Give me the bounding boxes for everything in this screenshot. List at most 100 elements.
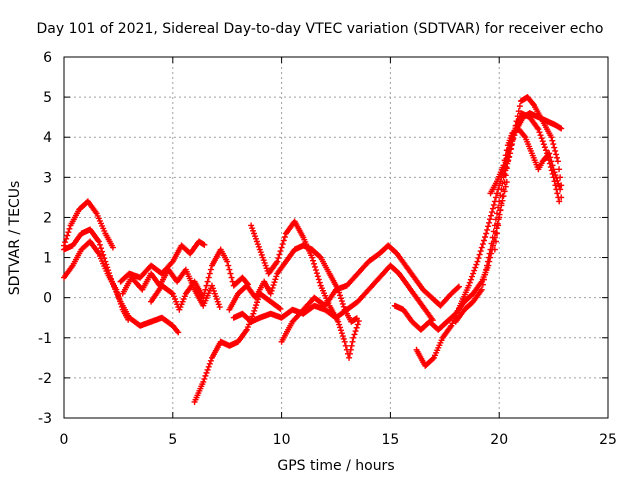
data-point-track-i [311, 263, 318, 270]
data-point-track-g [277, 305, 284, 312]
data-point-track-m [470, 270, 477, 277]
y-axis-label: SDTVAR / TECUs [7, 181, 23, 296]
data-point-track-f [168, 289, 175, 296]
data-point-track-m [471, 267, 478, 274]
data-point-track-g [205, 363, 212, 370]
data-point-track-m [539, 138, 546, 145]
data-point-track-a [109, 244, 116, 251]
data-point-track-i [280, 237, 287, 244]
data-point-track-i [276, 251, 283, 258]
data-point-track-f [202, 286, 209, 293]
data-point-track-g [254, 299, 261, 306]
axis-ticks: 0 5 10 15 20 25 -3 -2 -1 0 1 2 3 4 5 6 [38, 50, 617, 448]
data-point-track-m [479, 241, 486, 248]
data-point-track-m [487, 216, 494, 223]
data-point-track-i [310, 260, 317, 267]
data-point-track-m [476, 251, 483, 258]
data-point-track-k [454, 284, 461, 291]
data-point-track-n [488, 240, 495, 247]
data-point-track-i [339, 333, 346, 340]
data-point-track-m [475, 255, 482, 262]
x-axis-label: GPS time / hours [277, 458, 394, 474]
grid-lines [64, 57, 608, 418]
data-point-track-i [336, 321, 343, 328]
data-point-track-a [64, 232, 71, 239]
data-point-track-f [203, 282, 210, 289]
data-point-track-i [353, 324, 360, 331]
data-point-track-p [558, 125, 565, 132]
x-tick-label: 5 [168, 432, 177, 448]
data-point-track-o [557, 186, 564, 193]
data-point-track-m [535, 126, 542, 133]
x-tick-label: 20 [490, 432, 508, 448]
data-point-track-m [429, 355, 436, 362]
data-point-track-g [251, 307, 258, 314]
data-point-track-c [117, 300, 124, 307]
y-tick-label: 3 [43, 170, 52, 186]
data-point-track-n [549, 137, 556, 144]
data-point-track-p [506, 150, 513, 157]
data-point-track-m [536, 129, 543, 136]
data-point-track-m [474, 258, 481, 265]
data-point-track-b [175, 329, 182, 336]
data-point-track-n [483, 266, 490, 273]
data-point-track-f [225, 262, 232, 269]
data-point-track-p [502, 172, 509, 179]
data-point-track-n [554, 154, 561, 161]
data-point-track-p [510, 135, 517, 142]
data-point-track-b [97, 245, 104, 252]
y-tick-label: -3 [38, 411, 52, 427]
data-point-track-p [499, 193, 506, 200]
data-point-track-g [250, 310, 257, 317]
data-point-track-m [494, 190, 501, 197]
data-point-track-i [274, 258, 281, 265]
data-point-track-h [273, 273, 280, 280]
data-point-track-c [125, 316, 132, 323]
data-point-track-o [556, 183, 563, 190]
data-point-track-n [479, 281, 486, 288]
data-point-track-i [314, 273, 321, 280]
data-point-track-h [338, 298, 345, 305]
x-tick-label: 15 [381, 432, 399, 448]
data-point-track-n [484, 258, 491, 265]
data-point-track-i [275, 255, 282, 262]
data-point-track-g [253, 302, 260, 309]
data-point-track-i [352, 328, 359, 335]
data-point-track-g [200, 378, 207, 385]
data-point-track-o [546, 150, 553, 157]
data-point-track-i [315, 276, 322, 283]
data-point-track-n [554, 158, 561, 165]
data-point-track-h [269, 284, 276, 291]
data-point-track-n [516, 103, 523, 110]
data-point-track-i [278, 244, 285, 251]
data-point-track-m [478, 244, 485, 251]
data-point-track-o [548, 158, 555, 165]
data-point-track-n [486, 250, 493, 257]
data-point-track-n [478, 286, 485, 293]
data-point-track-m [485, 223, 492, 230]
data-point-track-i [338, 330, 345, 337]
x-tick-label: 0 [60, 432, 69, 448]
data-point-track-g [204, 366, 211, 373]
data-point-track-h [268, 287, 275, 294]
data-point-track-h [337, 292, 344, 299]
data-point-track-i [279, 241, 286, 248]
data-point-track-f [201, 290, 208, 297]
data-point-track-p [498, 200, 505, 207]
data-point-track-i [348, 342, 355, 349]
data-point-track-m [556, 198, 563, 205]
data-point-track-i [313, 270, 320, 277]
data-point-track-c [116, 295, 123, 302]
data-point-track-a [65, 229, 72, 236]
data-point-track-p [508, 142, 515, 149]
data-point-track-m [465, 282, 472, 289]
data-point-track-n [548, 134, 555, 141]
data-points [61, 94, 565, 405]
data-point-track-i [354, 321, 361, 328]
y-tick-label: 4 [43, 130, 52, 146]
data-point-track-p [500, 186, 507, 193]
data-point-track-a [66, 225, 73, 232]
data-point-track-m [492, 194, 499, 201]
data-point-track-m [542, 147, 549, 154]
data-point-track-m [466, 279, 473, 286]
